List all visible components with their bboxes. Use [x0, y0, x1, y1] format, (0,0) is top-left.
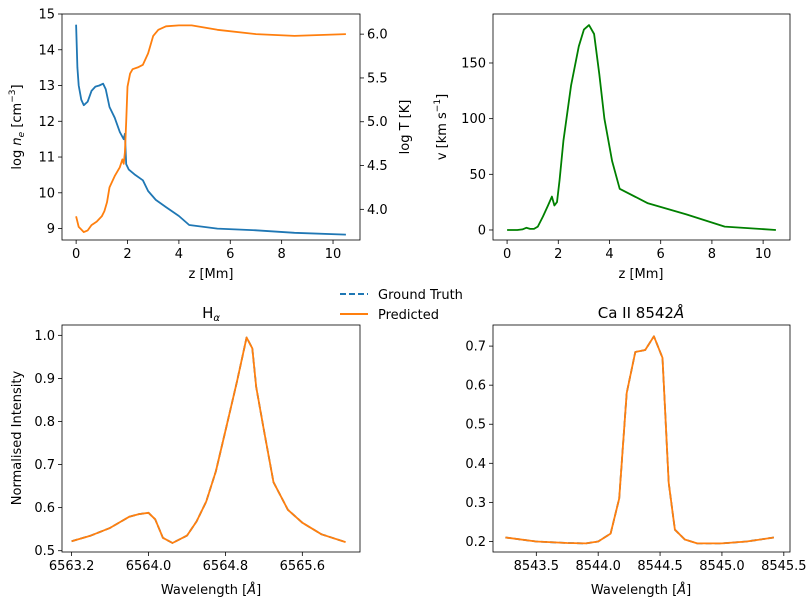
- velocity-xtick-label: 6: [657, 247, 665, 262]
- caii-xtick-label: 8544.5: [637, 559, 683, 574]
- caii-xlabel: Wavelength [Å]: [591, 582, 691, 598]
- velocity-xtick-label: 4: [605, 247, 613, 262]
- caii-ytick-label: 0.4: [465, 457, 486, 472]
- ne_T-ytick-label: 10: [38, 186, 55, 201]
- ne_T-xtick-label: 4: [175, 247, 183, 262]
- halpha-xlabel: Wavelength [Å]: [161, 582, 261, 598]
- density-temperature-xticks: 0 2 4 6 8 10: [72, 240, 341, 262]
- halpha-ytick-label: 0.9: [34, 372, 55, 387]
- halpha-axes-frame: [61, 324, 361, 553]
- halpha-series-1-line: [71, 336, 346, 544]
- caii-panel: 8543.5 8544.0 8544.5 8545.0 8545.5 0.2 0.3 0.4…: [465, 303, 806, 598]
- halpha-ytick-label: 0.5: [34, 544, 55, 559]
- ne_T-xtick-label: 6: [226, 247, 234, 262]
- caii-xtick-label: 8543.5: [514, 559, 560, 574]
- halpha-xtick-label: 6564.0: [126, 559, 172, 574]
- ne_T-right-ytick-label: 4.5: [367, 159, 388, 174]
- velocity-xtick-label: 8: [708, 247, 716, 262]
- halpha-xtick-label: 6564.8: [203, 559, 249, 574]
- caii-series-1-line: [505, 335, 775, 545]
- caii-xtick-label: 8545.5: [761, 559, 807, 574]
- velocity-xtick-label: 2: [554, 247, 562, 262]
- ne_T-ytick-label: 13: [38, 79, 55, 94]
- caii-series-0-line: [505, 335, 775, 545]
- legend-predicted-label: Predicted: [378, 308, 439, 323]
- ne_T-right-ytick-label: 5.5: [367, 71, 388, 86]
- halpha-yticks: 0.5 0.6 0.7 0.8 0.9 1.0: [34, 329, 62, 559]
- ne_T-right-ytick-label: 4.0: [367, 203, 388, 218]
- caii-ytick-label: 0.7: [465, 340, 486, 355]
- caii-title: Ca II 8542Å: [598, 303, 685, 322]
- density-temperature-xlabel: z [Mm]: [189, 267, 234, 282]
- velocity-ytick-label: 0: [478, 223, 486, 238]
- halpha-xtick-label: 6565.6: [280, 559, 326, 574]
- caii-lines: [505, 335, 775, 545]
- velocity-ytick-label: 100: [461, 112, 486, 127]
- ne_T-xtick-label: 10: [325, 247, 342, 262]
- temperature-yticks: 4.0 4.5 5.0 5.5 6.0: [360, 28, 388, 218]
- density-temperature-panel: 0 2 4 6 8 10 9 10 11 12 13 14 15 4.0 4.5 5.0 5.5 6.0 z …: [8, 8, 413, 283]
- ne_T-xtick-label: 8: [278, 247, 286, 262]
- halpha-ylabel: Normalised Intensity: [10, 371, 25, 506]
- halpha-ytick-label: 0.7: [34, 458, 55, 473]
- halpha-ytick-label: 0.8: [34, 415, 55, 430]
- density-temperature-lines: [75, 24, 346, 236]
- density-temperature-yticks: 9 10 11 12 13 14 15: [38, 8, 62, 237]
- ne_T-xtick-label: 0: [72, 247, 80, 262]
- velocity-xtick-label: 0: [503, 247, 511, 262]
- density-ylabel: log ne [cm−3]: [8, 84, 27, 169]
- halpha-lines: [71, 336, 346, 544]
- velocity-xlabel: z [Mm]: [619, 267, 664, 282]
- velocity-yticks: 0 50 100 150: [461, 56, 493, 238]
- halpha-xtick-label: 6563.2: [49, 559, 95, 574]
- ne_T-ytick-label: 11: [38, 151, 55, 166]
- caii-xticks: 8543.5 8544.0 8544.5 8545.0 8545.5: [514, 552, 807, 574]
- ne_T-right-ytick-label: 5.0: [367, 115, 388, 130]
- halpha-panel: 6563.2 6564.0 6564.8 6565.6 0.5 0.6 0.7 0.8 0.9…: [10, 304, 361, 598]
- caii-ytick-label: 0.3: [465, 496, 486, 511]
- caii-xtick-label: 8544.0: [575, 559, 621, 574]
- caii-yticks: 0.2 0.3 0.4 0.5 0.6 0.7: [465, 340, 493, 550]
- velocity-lines: [507, 24, 776, 231]
- ne_T-ytick-label: 9: [47, 222, 55, 237]
- caii-ytick-label: 0.2: [465, 535, 486, 550]
- halpha-ytick-label: 0.6: [34, 501, 55, 516]
- ne_T-ytick-label: 12: [38, 115, 55, 130]
- caii-xtick-label: 8545.0: [699, 559, 745, 574]
- velocity-xtick-label: 10: [755, 247, 772, 262]
- halpha-title: Hα: [202, 304, 220, 324]
- caii-ytick-label: 0.5: [465, 418, 486, 433]
- velocity-ytick-label: 150: [461, 56, 486, 71]
- halpha-ytick-label: 1.0: [34, 329, 55, 344]
- velocity-xticks: 0 2 4 6 8 10: [503, 240, 771, 262]
- legend: Ground Truth Predicted: [340, 288, 463, 323]
- density-temperature-axes-frame: [61, 13, 361, 241]
- velocity-axes-frame: [492, 13, 791, 241]
- ne_T-series-0-line: [75, 24, 346, 236]
- caii-ytick-label: 0.6: [465, 379, 486, 394]
- ne_T-xtick-label: 2: [123, 247, 131, 262]
- ne_T-ytick-label: 14: [38, 43, 55, 58]
- legend-ground-truth-label: Ground Truth: [378, 288, 463, 303]
- caii-axes-frame: [492, 324, 791, 553]
- ne_T-right-ytick-label: 6.0: [367, 28, 388, 43]
- temperature-ylabel: log T [K]: [398, 100, 413, 155]
- halpha-series-0-line: [71, 336, 346, 544]
- velocity-panel: 0 2 4 6 8 10 0 50 100 150 z [Mm] v [km s−1]: [433, 13, 791, 282]
- velocity-ylabel: v [km s−1]: [433, 94, 450, 160]
- ne_T-ytick-label: 15: [38, 8, 55, 23]
- halpha-xticks: 6563.2 6564.0 6564.8 6565.6: [49, 552, 325, 574]
- velocity-series-0-line: [507, 24, 776, 231]
- velocity-ytick-label: 50: [469, 168, 486, 183]
- ne_T-series-1-line: [75, 24, 346, 234]
